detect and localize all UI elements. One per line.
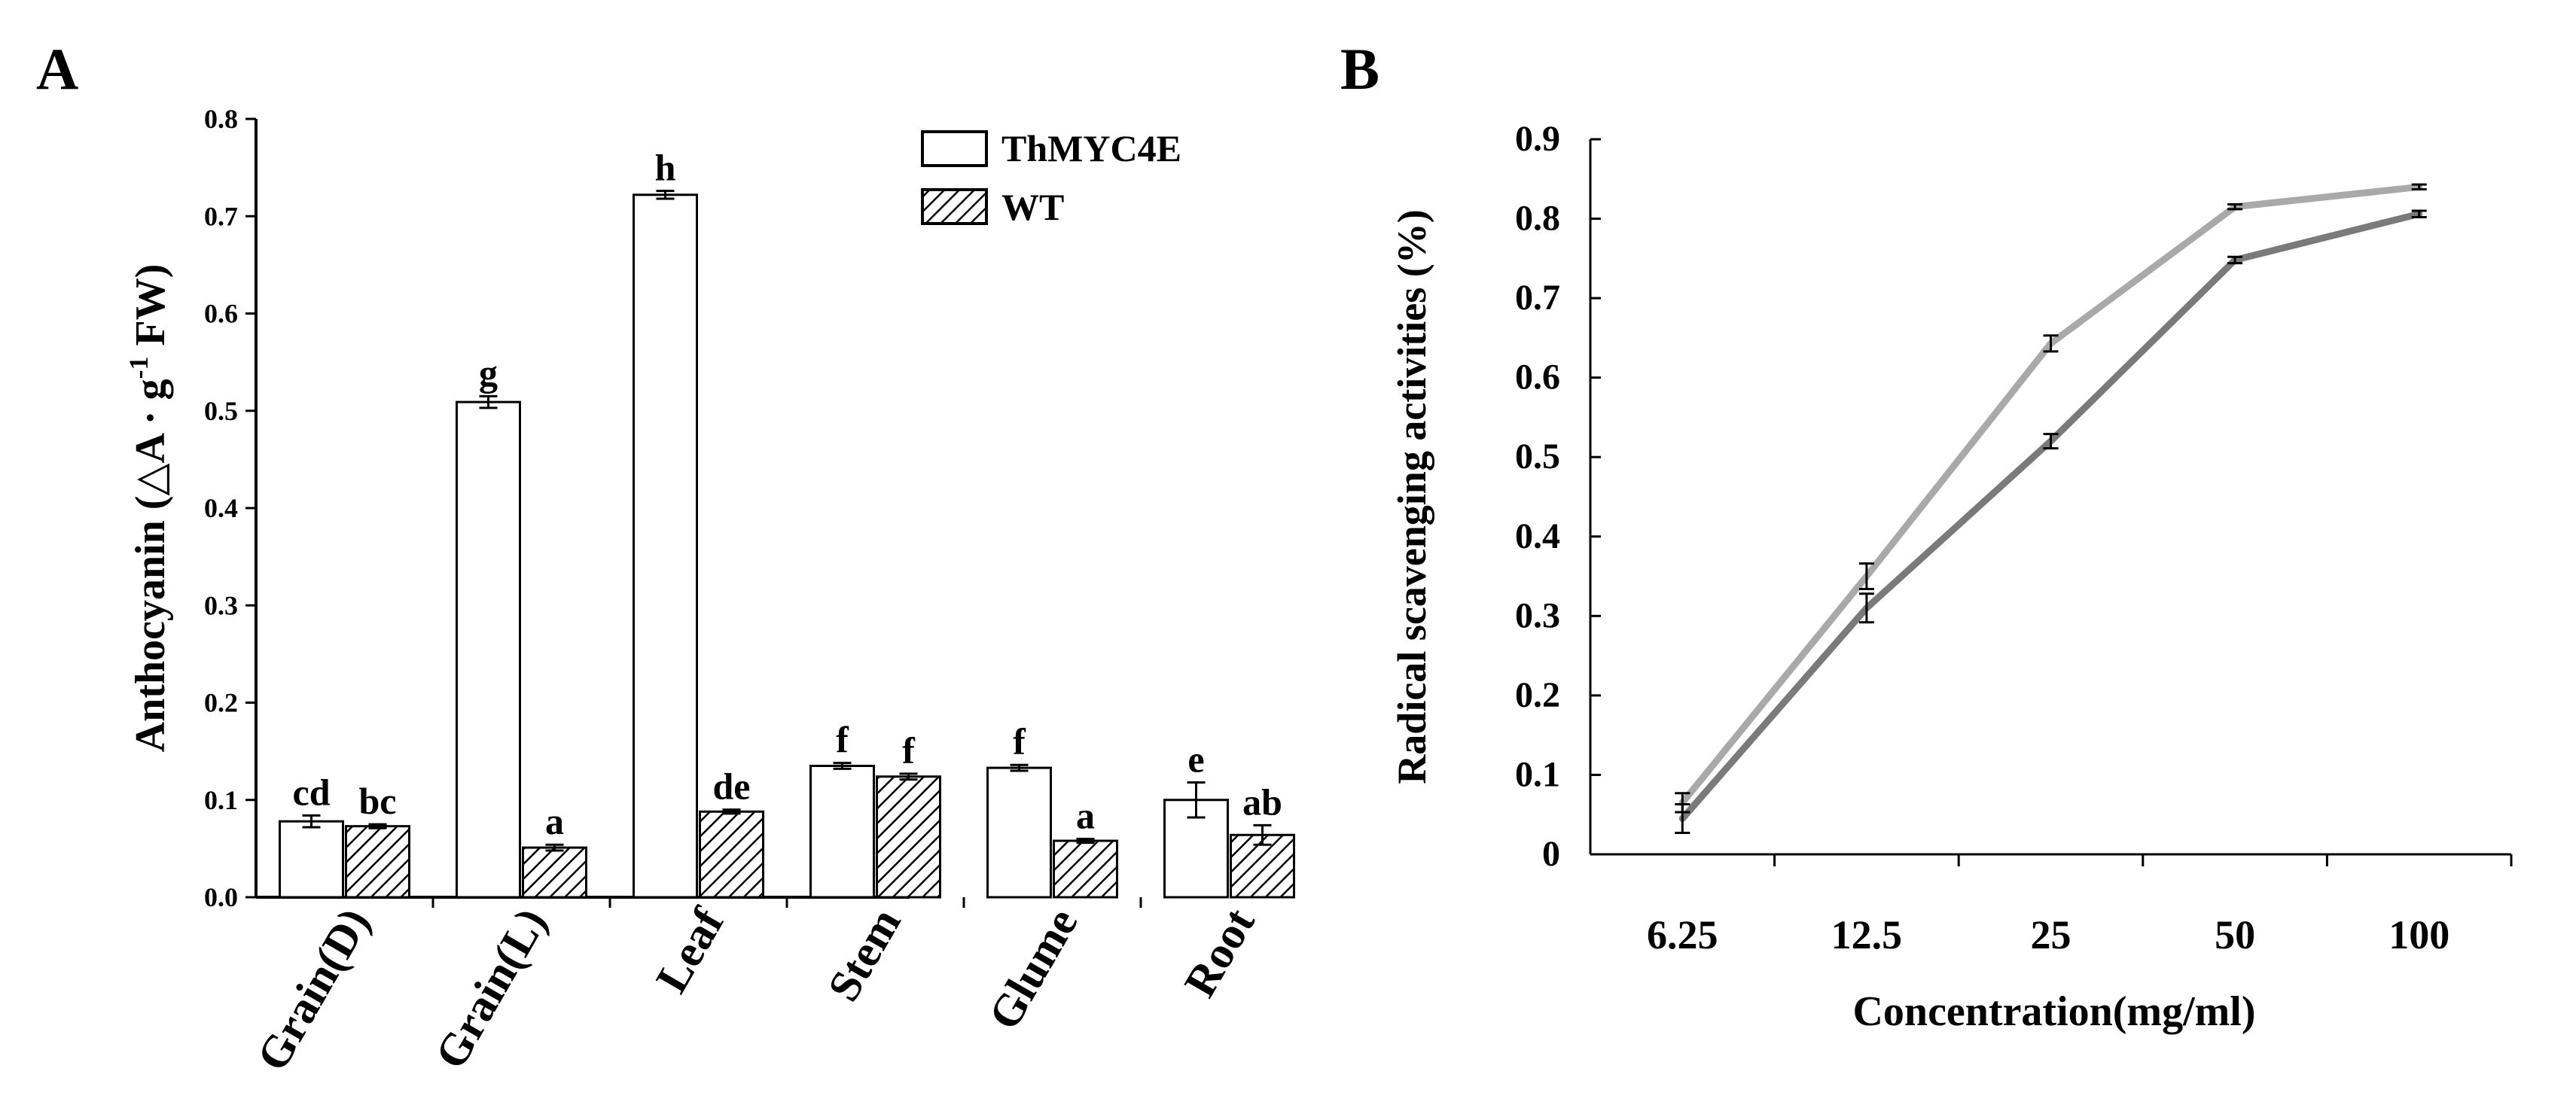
x-category-label-100: 100 <box>2389 912 2449 957</box>
y-tick-label-0.7: 0.7 <box>204 201 238 231</box>
anthocyanin-bar-chart: Anthocyanin (△A · g-1 FW) ThMYC4E WT 0.0… <box>123 104 1295 1079</box>
bar-leaf-wt <box>699 810 764 899</box>
y-tick-label-0.1: 0.1 <box>1515 754 1560 794</box>
y-tick-label-0.4: 0.4 <box>1515 516 1560 556</box>
y-tick-label-0: 0 <box>1542 834 1560 874</box>
significance-letter-stem-thmyc4e: f <box>836 719 849 761</box>
y-axis-title-tail: FW) <box>127 264 174 357</box>
bar-stem-thmyc4e <box>809 765 875 899</box>
y-axis-title: Anthocyanin (△A · g-1 FW) <box>123 264 174 753</box>
y-tick-label-0.8: 0.8 <box>204 104 238 134</box>
bar-grain-l-thmyc4e <box>456 400 521 899</box>
bar-glume-thmyc4e <box>986 766 1052 899</box>
significance-letter-stem-wt: f <box>902 729 916 772</box>
y-tick-label-0.8: 0.8 <box>1515 199 1560 239</box>
x-category-label-root: Root <box>1175 899 1264 1005</box>
panel-a-label: A <box>36 36 78 102</box>
legend-label-wt: WT <box>1001 186 1064 228</box>
significance-letter-grain-d-wt: bc <box>359 780 397 822</box>
significance-letter-glume-thmyc4e: f <box>1013 720 1026 762</box>
y-tick-label-0.3: 0.3 <box>204 590 238 620</box>
series-line-light <box>1678 183 2423 806</box>
y-axis-title-superscript: -1 <box>123 357 154 379</box>
significance-letter-root-thmyc4e: e <box>1187 738 1204 780</box>
x-category-label-stem: Stem <box>819 900 910 1010</box>
y-tick-label-0.5: 0.5 <box>1515 437 1560 476</box>
y-tick-label-0.7: 0.7 <box>1515 278 1560 318</box>
bar-glume-wt <box>1053 839 1118 899</box>
significance-letter-grain-l-wt: a <box>545 800 564 842</box>
y-axis-title: Radical scavenging activities (%) <box>1389 209 1434 784</box>
significance-letter-leaf-wt: de <box>713 766 751 808</box>
legend-swatch-thmyc4e <box>921 130 988 167</box>
y-tick-label-0.6: 0.6 <box>204 299 238 329</box>
bar-grain-l-wt <box>522 846 587 899</box>
y-tick-label-0.1: 0.1 <box>204 785 238 815</box>
panel-b-label: B <box>1340 36 1379 102</box>
x-category-label-grain-d: Grain(D) <box>247 900 379 1079</box>
significance-letter-root-wt: ab <box>1242 781 1282 823</box>
radical-scavenging-line-chart: Radical scavenging activities (%) Concen… <box>1389 119 2513 1035</box>
x-category-label-50: 50 <box>2215 912 2255 957</box>
bar-grain-d-wt <box>345 825 410 899</box>
bar-leaf-thmyc4e <box>633 193 698 899</box>
y-tick-label-0.0: 0.0 <box>204 882 238 912</box>
significance-letter-grain-d-thmyc4e: cd <box>293 771 331 813</box>
x-axis-title: Concentration(mg/ml) <box>1852 988 2255 1035</box>
y-tick-label-0.3: 0.3 <box>1515 595 1560 635</box>
y-tick-label-0.5: 0.5 <box>204 396 238 426</box>
x-category-label-6-25: 6.25 <box>1647 912 1718 957</box>
series-line-dark <box>1678 210 2423 822</box>
x-category-label-leaf: Leaf <box>646 899 733 1001</box>
x-category-label-glume: Glume <box>979 900 1087 1038</box>
bar-grain-d-thmyc4e <box>279 820 344 899</box>
y-axis-title-main: Anthocyanin (△A · g <box>127 379 174 753</box>
legend-swatch-wt <box>921 188 988 225</box>
y-tick-label-0.9: 0.9 <box>1515 119 1560 159</box>
significance-letter-glume-wt: a <box>1076 794 1095 836</box>
x-category-label-25: 25 <box>2031 912 2071 957</box>
y-tick-label-0.6: 0.6 <box>1515 358 1560 397</box>
significance-letter-grain-l-thmyc4e: g <box>479 352 498 394</box>
bar-stem-wt <box>876 775 941 899</box>
legend-label-thmyc4e: ThMYC4E <box>1001 127 1181 169</box>
x-category-label-12-5: 12.5 <box>1831 912 1903 957</box>
y-tick-label-0.4: 0.4 <box>204 493 238 523</box>
x-category-label-grain-l: Grain(L) <box>425 900 556 1077</box>
y-tick-label-0.2: 0.2 <box>1515 675 1560 715</box>
y-tick-label-0.2: 0.2 <box>204 688 238 718</box>
significance-letter-leaf-thmyc4e: h <box>655 147 676 189</box>
